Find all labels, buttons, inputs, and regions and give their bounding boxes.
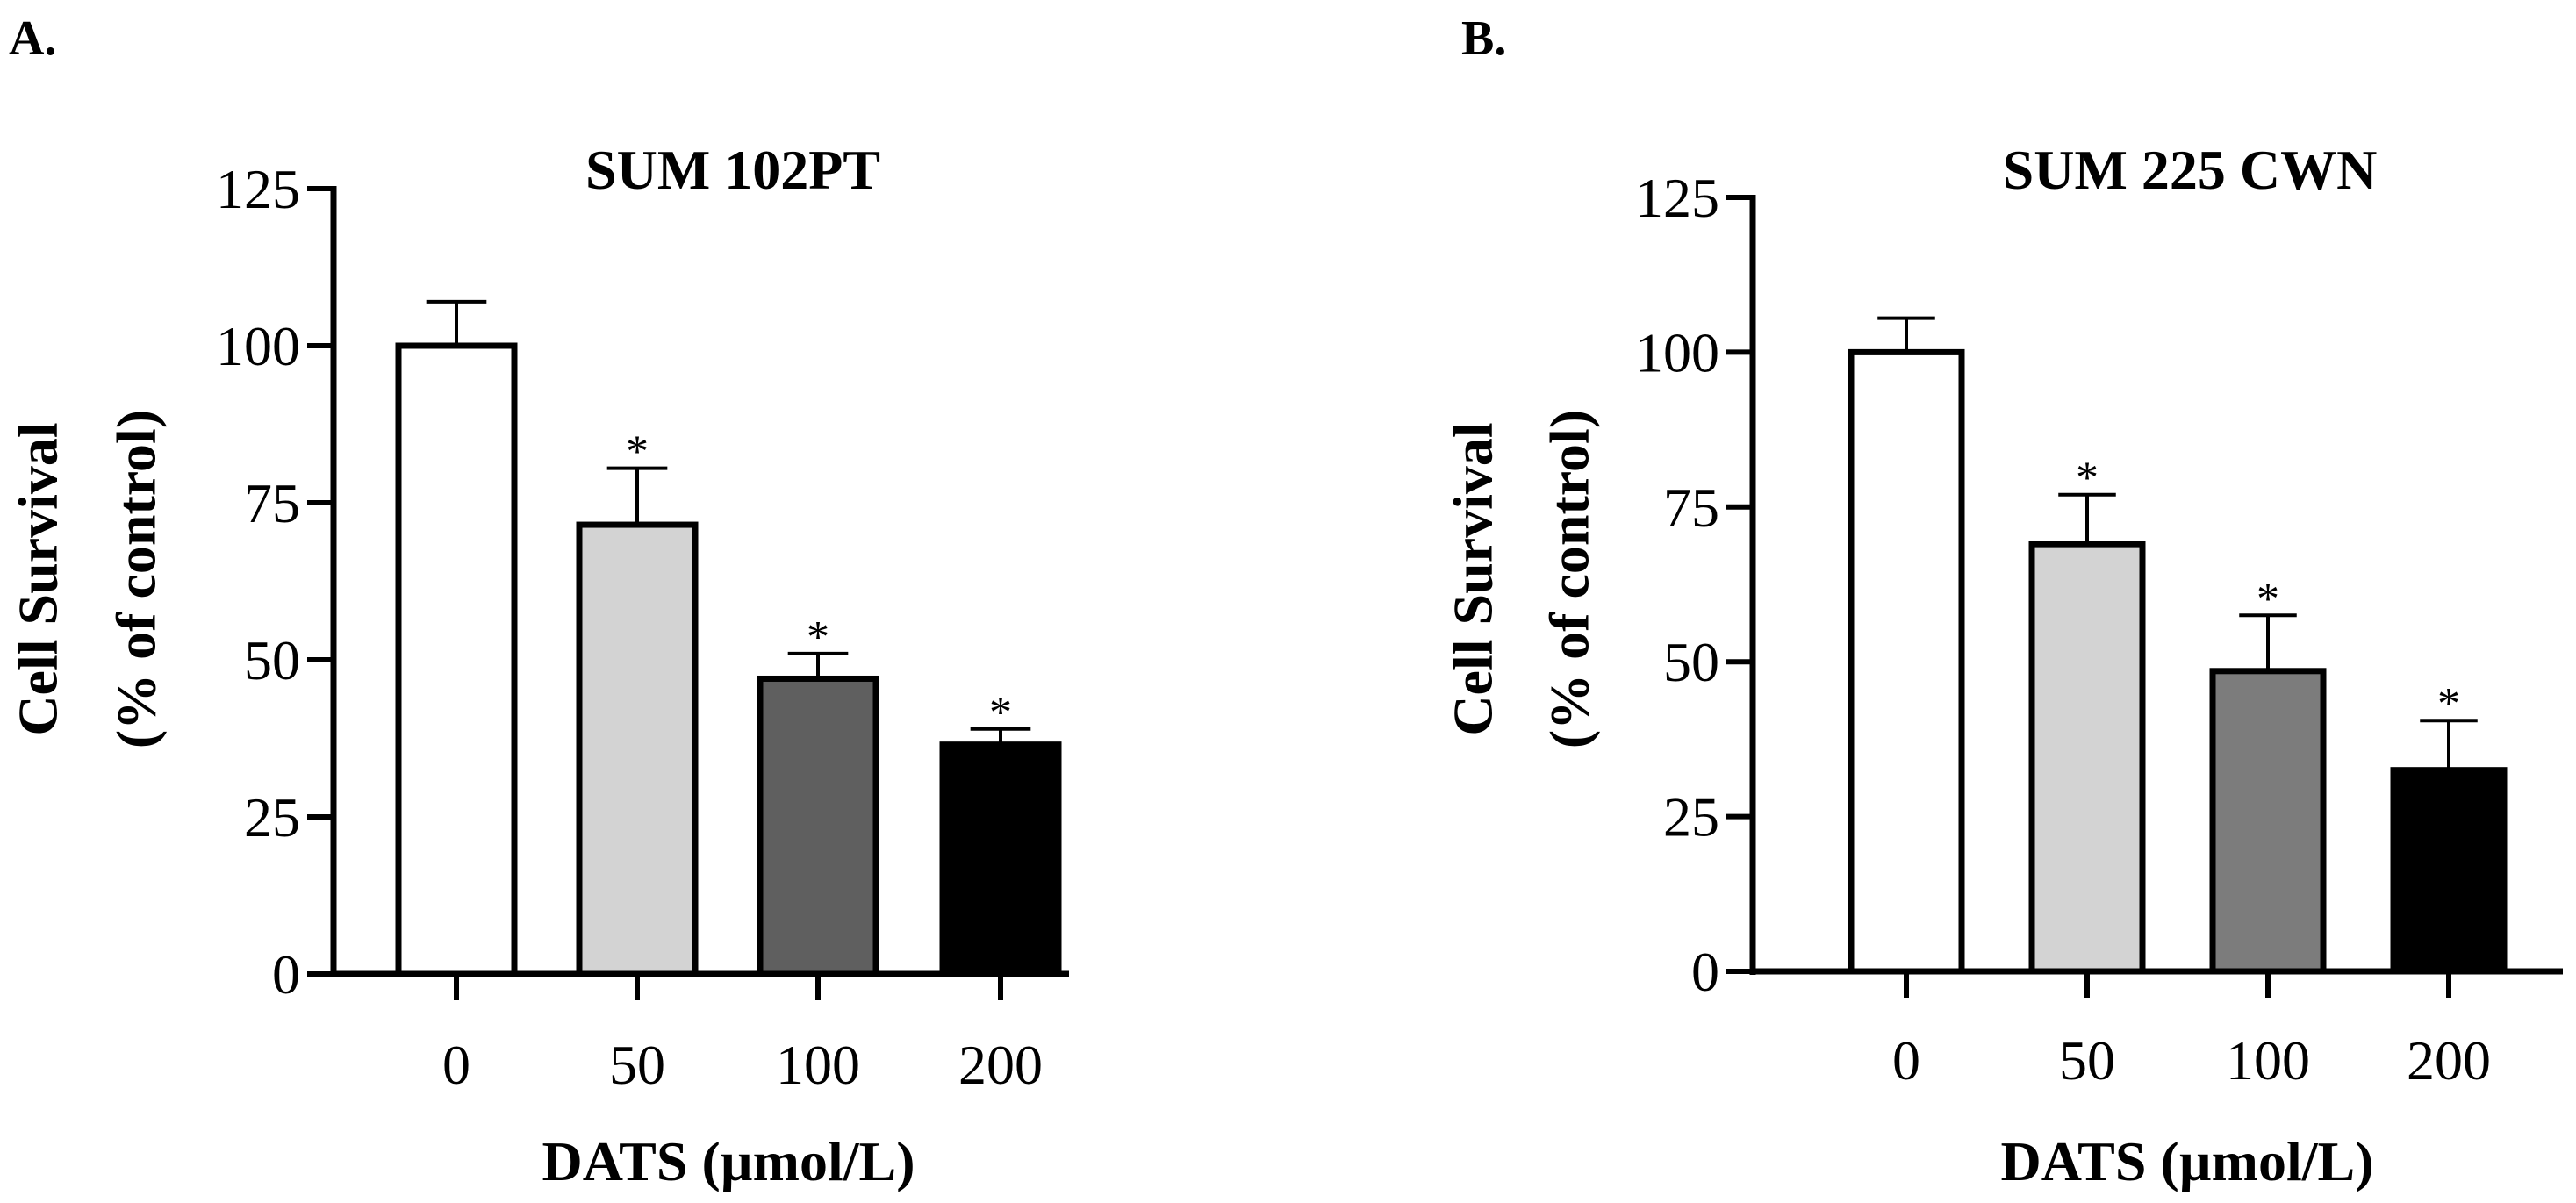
x-axis-label: DATS (µmol/L): [542, 1130, 915, 1192]
significance-mark: *: [989, 688, 1012, 738]
y-tick-label: 25: [1663, 786, 1719, 849]
y-tick-label: 50: [1663, 631, 1719, 693]
x-axis-label: DATS (µmol/L): [2000, 1130, 2373, 1192]
y-tick-label: 100: [216, 315, 300, 377]
x-tick-label: 50: [2059, 1029, 2115, 1092]
bar-50: [2028, 541, 2146, 975]
y-axis-label-line-1: Cell Survival: [1442, 422, 1504, 735]
panel-label: B.: [1461, 11, 1506, 66]
bar-200: [2390, 767, 2508, 975]
x-tick-label: 0: [1892, 1029, 1920, 1092]
x-tick-label: 50: [609, 1034, 665, 1096]
y-tick-label: 100: [1635, 321, 1719, 383]
y-tick-label: 0: [272, 943, 300, 1006]
bar-0: [1848, 348, 1965, 975]
significance-mark: *: [2257, 574, 2279, 624]
x-tick-label: 100: [2226, 1029, 2310, 1092]
y-tick-label: 50: [244, 629, 300, 691]
panel-b: B. SUM 225 CWN * * * 0 25 50 75 100 125 0 50 100 200 DA…: [1442, 11, 2563, 1192]
significance-mark: *: [807, 612, 829, 662]
y-axis-label-line-2: (% of control): [1539, 410, 1601, 748]
y-tick-label: 75: [1663, 476, 1719, 539]
y-tick-label: 125: [216, 158, 300, 220]
significance-mark: *: [626, 427, 649, 477]
bar-200: [939, 741, 1062, 977]
x-tick-label: 200: [2407, 1029, 2491, 1092]
significance-mark: *: [2437, 679, 2460, 729]
chart-title: SUM 102PT: [585, 139, 880, 201]
bar-0: [395, 342, 518, 977]
y-axis-label-line-1: Cell Survival: [7, 422, 69, 735]
bar-100: [2209, 668, 2327, 975]
panel-label: A.: [9, 11, 56, 66]
bar-50: [576, 521, 699, 977]
significance-mark: *: [2076, 454, 2099, 504]
y-tick-label: 75: [244, 472, 300, 534]
bar-100: [757, 675, 879, 977]
chart-title: SUM 225 CWN: [2003, 139, 2378, 201]
panel-a: A. SUM 102PT * * * 0 25 50 75 100 125 0 50 100 200 DATS…: [7, 11, 1069, 1192]
x-tick-label: 0: [442, 1034, 470, 1096]
y-tick-label: 25: [244, 786, 300, 849]
x-tick-label: 200: [958, 1034, 1043, 1096]
y-tick-label: 0: [1691, 941, 1719, 1003]
x-tick-label: 100: [776, 1034, 860, 1096]
y-tick-label: 125: [1635, 167, 1719, 229]
y-axis-label-line-2: (% of control): [105, 410, 168, 748]
